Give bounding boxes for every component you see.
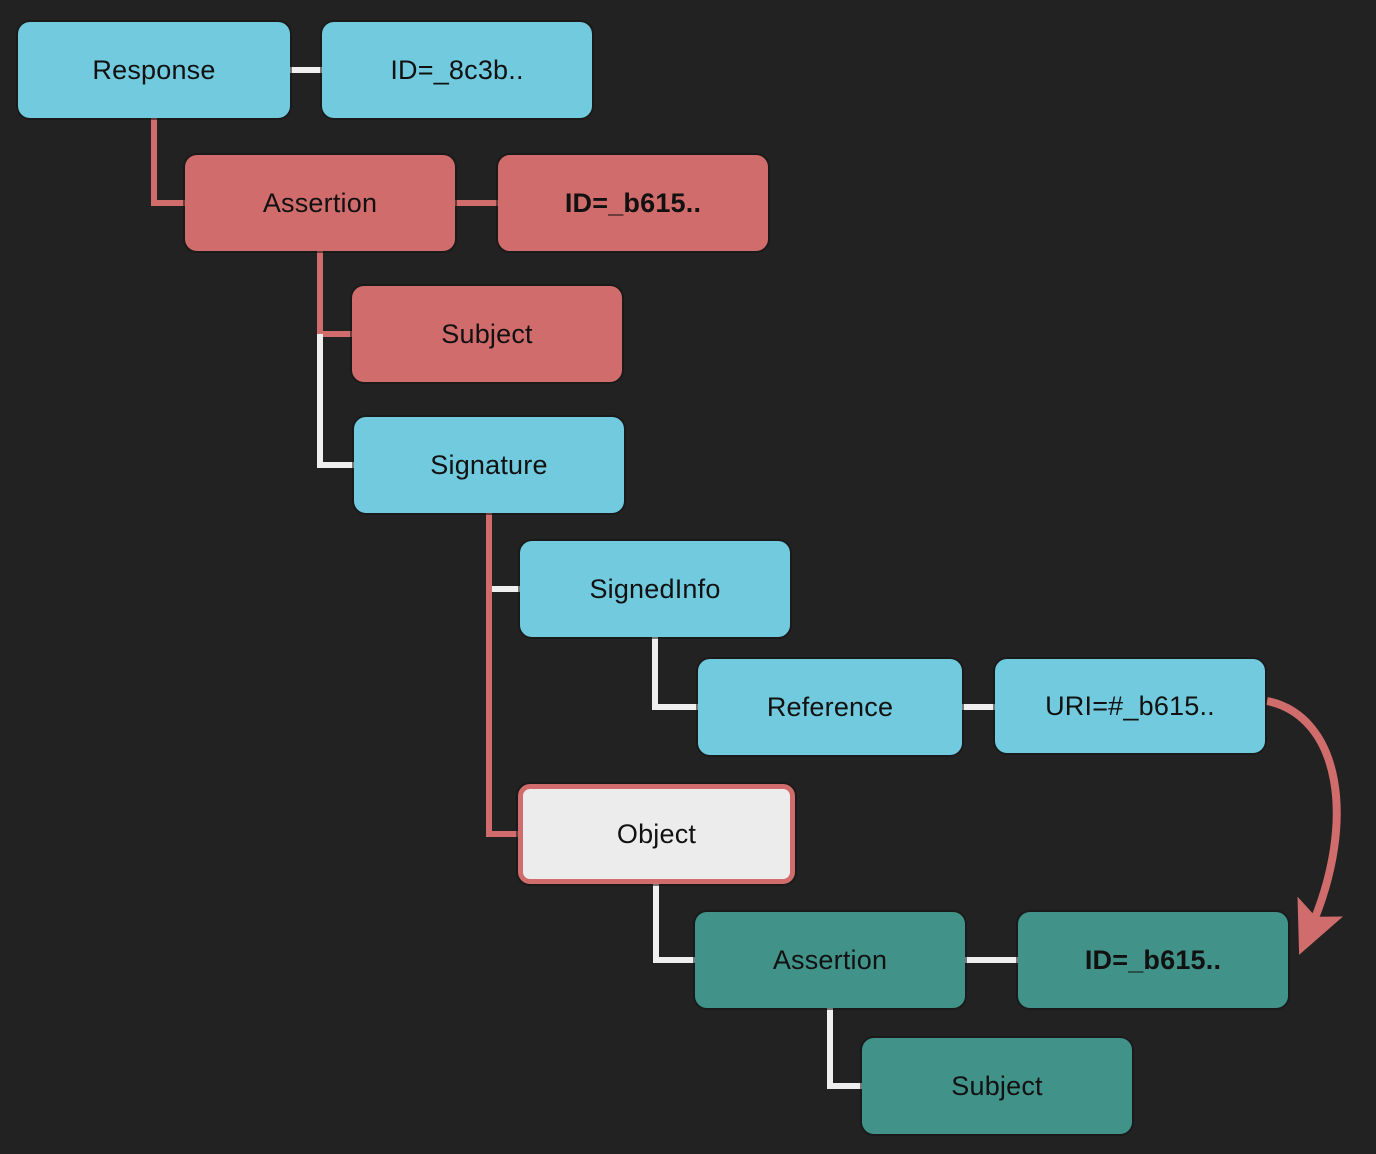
node-uri[interactable]: URI=#_b615.. [995, 659, 1265, 753]
node-response-id[interactable]: ID=_8c3b.. [322, 22, 592, 118]
edge-signature-to-object [486, 513, 518, 837]
node-object[interactable]: Object [518, 784, 795, 884]
edge-signature-to-signedinfo [486, 513, 520, 592]
node-assertion-injected[interactable]: Assertion [695, 912, 965, 1008]
node-label: ID=_8c3b.. [390, 54, 524, 85]
node-subject-outer[interactable]: Subject [352, 286, 622, 382]
node-label: URI=#_b615.. [1045, 690, 1215, 721]
node-assertion-outer[interactable]: Assertion [185, 155, 455, 251]
node-reference[interactable]: Reference [698, 659, 962, 755]
node-label: SignedInfo [589, 573, 721, 604]
edge-assertion1-to-subject1 [317, 251, 352, 337]
node-label: Subject [951, 1070, 1043, 1101]
edge-object-to-assertion2 [653, 884, 695, 963]
node-assertion-outer-id[interactable]: ID=_b615.. [498, 155, 768, 251]
node-label: Signature [430, 449, 548, 480]
node-subject-injected[interactable]: Subject [862, 1038, 1132, 1134]
node-signature[interactable]: Signature [354, 417, 624, 513]
node-label: ID=_b615.. [1084, 944, 1222, 975]
edge-assertion1-to-signature [317, 334, 354, 468]
node-label: Reference [766, 691, 894, 722]
node-label: ID=_b615.. [564, 187, 702, 218]
node-label: Object [616, 818, 697, 849]
node-label: Subject [441, 318, 533, 349]
node-response[interactable]: Response [18, 22, 290, 118]
node-label: Assertion [262, 187, 378, 218]
edge-assertion2-to-subject2 [827, 1008, 862, 1089]
edge-uri-to-assertion2-id-arrow [1266, 697, 1343, 955]
edge-response-to-assertion1 [151, 118, 185, 206]
node-signedinfo[interactable]: SignedInfo [520, 541, 790, 637]
node-label: Response [92, 54, 216, 85]
node-assertion-injected-id[interactable]: ID=_b615.. [1018, 912, 1288, 1008]
node-label: Assertion [772, 944, 888, 975]
edge-signedinfo-to-reference [652, 637, 698, 710]
